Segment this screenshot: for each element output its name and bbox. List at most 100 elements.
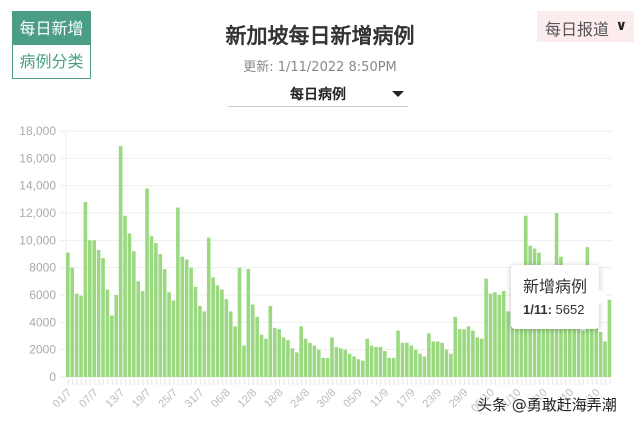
- bar[interactable]: [387, 357, 392, 377]
- bar[interactable]: [255, 316, 259, 377]
- bar[interactable]: [563, 305, 568, 377]
- bar[interactable]: [105, 289, 110, 377]
- bar[interactable]: [303, 338, 308, 377]
- bar[interactable]: [180, 256, 185, 377]
- bar[interactable]: [189, 267, 193, 377]
- bar[interactable]: [493, 292, 497, 377]
- bar[interactable]: [264, 338, 268, 377]
- bar[interactable]: [193, 286, 198, 377]
- bar[interactable]: [316, 349, 321, 377]
- bar[interactable]: [567, 311, 572, 377]
- bar[interactable]: [519, 308, 524, 377]
- bar[interactable]: [281, 337, 286, 377]
- bar[interactable]: [369, 345, 374, 377]
- bar[interactable]: [431, 341, 436, 377]
- bar[interactable]: [220, 289, 224, 377]
- bar[interactable]: [435, 341, 440, 377]
- bar[interactable]: [118, 146, 123, 377]
- bar[interactable]: [198, 305, 202, 377]
- bar[interactable]: [383, 351, 387, 377]
- bar[interactable]: [312, 345, 317, 377]
- bar[interactable]: [184, 259, 189, 377]
- bar[interactable]: [330, 337, 334, 377]
- tab-daily-new[interactable]: 每日新增: [13, 12, 90, 45]
- bar[interactable]: [356, 359, 361, 377]
- bar[interactable]: [453, 316, 458, 377]
- bar[interactable]: [550, 305, 554, 377]
- bar[interactable]: [250, 304, 255, 377]
- bar[interactable]: [83, 202, 88, 377]
- bar[interactable]: [594, 326, 598, 377]
- bar[interactable]: [339, 348, 343, 377]
- bar[interactable]: [308, 342, 312, 377]
- bar[interactable]: [444, 349, 449, 377]
- bar[interactable]: [378, 346, 383, 377]
- bar[interactable]: [581, 330, 585, 377]
- bar[interactable]: [506, 311, 510, 377]
- bar[interactable]: [224, 299, 229, 377]
- bar[interactable]: [290, 348, 295, 377]
- bar[interactable]: [154, 243, 158, 377]
- bar[interactable]: [413, 349, 418, 377]
- bar[interactable]: [259, 334, 264, 377]
- bar[interactable]: [299, 326, 303, 377]
- bar[interactable]: [171, 300, 176, 377]
- bar[interactable]: [598, 331, 603, 377]
- bar[interactable]: [440, 342, 444, 377]
- bar[interactable]: [484, 278, 488, 377]
- bar[interactable]: [123, 215, 127, 377]
- bar[interactable]: [541, 297, 546, 377]
- bar[interactable]: [352, 356, 356, 378]
- bar[interactable]: [277, 329, 281, 377]
- bar[interactable]: [79, 295, 83, 377]
- bar[interactable]: [466, 326, 471, 377]
- bar[interactable]: [246, 269, 251, 377]
- bar[interactable]: [545, 293, 550, 377]
- bar[interactable]: [167, 292, 171, 377]
- bar[interactable]: [576, 327, 581, 377]
- bar[interactable]: [228, 311, 233, 377]
- bar[interactable]: [427, 333, 431, 377]
- bar[interactable]: [374, 346, 378, 377]
- bar[interactable]: [501, 290, 506, 377]
- bar[interactable]: [365, 338, 370, 377]
- bar[interactable]: [471, 330, 475, 377]
- case-type-dropdown[interactable]: 每日病例: [228, 80, 408, 107]
- bar[interactable]: [405, 342, 409, 377]
- bar[interactable]: [391, 357, 396, 377]
- bar[interactable]: [70, 267, 74, 377]
- bar[interactable]: [479, 338, 484, 377]
- bar[interactable]: [101, 258, 105, 377]
- bar[interactable]: [396, 330, 400, 377]
- tab-case-classification[interactable]: 病例分类: [13, 45, 90, 78]
- bar[interactable]: [88, 240, 92, 377]
- bar[interactable]: [400, 342, 405, 377]
- bar[interactable]: [497, 295, 502, 377]
- bar[interactable]: [488, 293, 493, 377]
- bar[interactable]: [418, 353, 422, 377]
- bar[interactable]: [325, 357, 330, 377]
- bar[interactable]: [211, 277, 215, 377]
- bar[interactable]: [449, 353, 453, 377]
- bar[interactable]: [127, 233, 132, 378]
- bar[interactable]: [272, 327, 277, 377]
- bar[interactable]: [268, 305, 273, 377]
- bar[interactable]: [589, 299, 594, 377]
- bar[interactable]: [74, 293, 79, 377]
- bar[interactable]: [607, 299, 612, 377]
- bar[interactable]: [475, 337, 480, 377]
- bar[interactable]: [110, 315, 114, 378]
- bar[interactable]: [202, 311, 207, 377]
- bar[interactable]: [136, 281, 141, 377]
- bar[interactable]: [149, 236, 154, 377]
- bar[interactable]: [462, 329, 466, 377]
- bar[interactable]: [176, 207, 180, 377]
- bar[interactable]: [66, 252, 70, 377]
- bar[interactable]: [140, 290, 145, 377]
- bar[interactable]: [233, 326, 237, 377]
- bar[interactable]: [572, 314, 576, 377]
- bar[interactable]: [457, 329, 462, 377]
- bar[interactable]: [343, 349, 347, 377]
- daily-report-button[interactable]: 每日报道 ∨: [537, 11, 634, 42]
- bar[interactable]: [242, 345, 246, 377]
